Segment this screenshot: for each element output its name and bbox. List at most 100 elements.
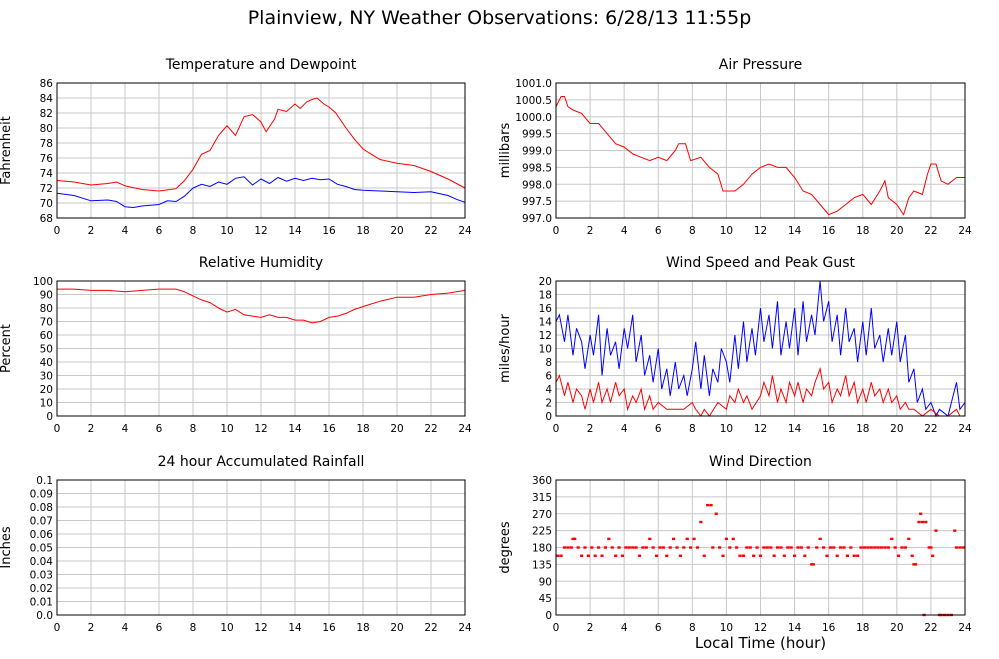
y-tick-label: 70 (40, 317, 53, 329)
x-tick-label: 12 (254, 622, 267, 634)
data-point (842, 546, 846, 549)
data-point (731, 537, 735, 541)
data-point (721, 554, 725, 557)
data-point (576, 546, 580, 549)
y-tick-label: 180 (532, 543, 552, 555)
y-tick-label: 45 (539, 593, 552, 605)
x-tick-label: 22 (424, 622, 437, 634)
x-tick-label: 0 (54, 423, 61, 435)
data-point (637, 554, 642, 557)
data-point (886, 546, 890, 549)
data-point (929, 546, 933, 549)
data-point (661, 546, 665, 549)
y-tick-label: 270 (532, 509, 552, 521)
x-tick-label: 2 (587, 622, 594, 634)
x-tick-label: 8 (190, 225, 197, 237)
y-tick-label: 0.08 (30, 502, 53, 514)
y-tick-label: 14 (539, 317, 553, 329)
data-point (559, 554, 563, 557)
data-point (644, 546, 648, 549)
y-tick-label: 998.5 (522, 162, 552, 174)
page-title: Plainview, NY Weather Observations: 6/28… (247, 7, 752, 29)
y-tick-label: 68 (40, 213, 53, 225)
data-point (910, 554, 914, 557)
y-axis-label: millibars (498, 123, 513, 179)
data-point (711, 546, 715, 549)
y-tick-label: 72 (40, 183, 53, 195)
chart-temp: Temperature and DewpointFahrenheit687072… (0, 57, 472, 237)
data-point (782, 554, 786, 557)
data-point (896, 554, 901, 557)
data-point (811, 563, 815, 566)
x-tick-label: 20 (390, 423, 403, 435)
x-tick-label: 24 (958, 225, 972, 237)
y-tick-label: 0.0 (36, 610, 53, 622)
data-point (695, 546, 700, 549)
x-tick-label: 22 (924, 423, 937, 435)
x-tick-label: 24 (458, 622, 472, 634)
data-point (903, 546, 907, 549)
y-tick-label: 78 (40, 138, 53, 150)
x-tick-label: 24 (458, 225, 472, 237)
y-tick-label: 0.06 (30, 529, 54, 541)
x-tick-label: 0 (553, 423, 560, 435)
x-tick-label: 10 (720, 225, 733, 237)
data-point (849, 546, 853, 549)
chart-wind: Wind Speed and Peak Gustmiles/hour024681… (498, 255, 972, 435)
series-line (555, 366, 965, 417)
plot-frame (555, 280, 966, 417)
data-point (900, 546, 904, 549)
chart-pressure: Air Pressure millibars 997.0 997.5 998.0 998.… (498, 57, 972, 237)
x-tick-label: 18 (356, 423, 369, 435)
y-tick-label: 76 (40, 153, 54, 165)
data-point (924, 520, 928, 524)
data-point (709, 503, 713, 507)
data-point (832, 546, 836, 549)
chart-direction: Wind Directiondegrees0459013518022527031… (498, 454, 972, 634)
data-point (735, 546, 739, 549)
data-point (654, 554, 659, 557)
plot-frame (555, 82, 966, 219)
data-point (927, 546, 931, 549)
data-point (745, 546, 749, 549)
y-tick-label: 0 (545, 411, 552, 423)
x-tick-label: 8 (689, 622, 696, 634)
data-point (702, 554, 706, 557)
data-point (755, 546, 759, 549)
data-point (825, 554, 829, 557)
x-tick-label: 14 (288, 622, 302, 634)
data-point (828, 546, 832, 549)
data-point (741, 554, 746, 557)
y-tick-label: 2 (545, 398, 552, 410)
x-tick-label: 2 (587, 225, 594, 237)
data-point (762, 546, 766, 549)
x-tick-label: 22 (424, 225, 437, 237)
data-point (658, 546, 662, 549)
x-tick-label: 22 (924, 622, 937, 634)
x-tick-label: 10 (720, 622, 733, 634)
y-tick-label: 82 (40, 108, 53, 120)
data-point (648, 537, 652, 541)
data-point (765, 546, 769, 549)
data-point (583, 546, 587, 549)
y-tick-label: 18 (539, 290, 552, 302)
y-tick-label: 315 (532, 492, 552, 504)
x-tick-label: 6 (156, 622, 163, 634)
y-tick-label: 40 (40, 357, 53, 369)
x-tick-label: 2 (587, 423, 594, 435)
x-tick-label: 12 (754, 622, 767, 634)
data-point (866, 546, 870, 549)
y-tick-label: 997.0 (522, 213, 552, 225)
data-point (893, 546, 897, 549)
data-point (610, 546, 614, 549)
data-point (876, 546, 880, 549)
data-point (600, 554, 604, 557)
data-point (912, 563, 916, 566)
x-tick-label: 16 (322, 225, 336, 237)
data-point (566, 546, 570, 549)
data-point (852, 554, 856, 557)
y-tick-label: 90 (539, 576, 552, 588)
x-tick-label: 16 (822, 423, 836, 435)
x-tick-label: 20 (890, 225, 903, 237)
